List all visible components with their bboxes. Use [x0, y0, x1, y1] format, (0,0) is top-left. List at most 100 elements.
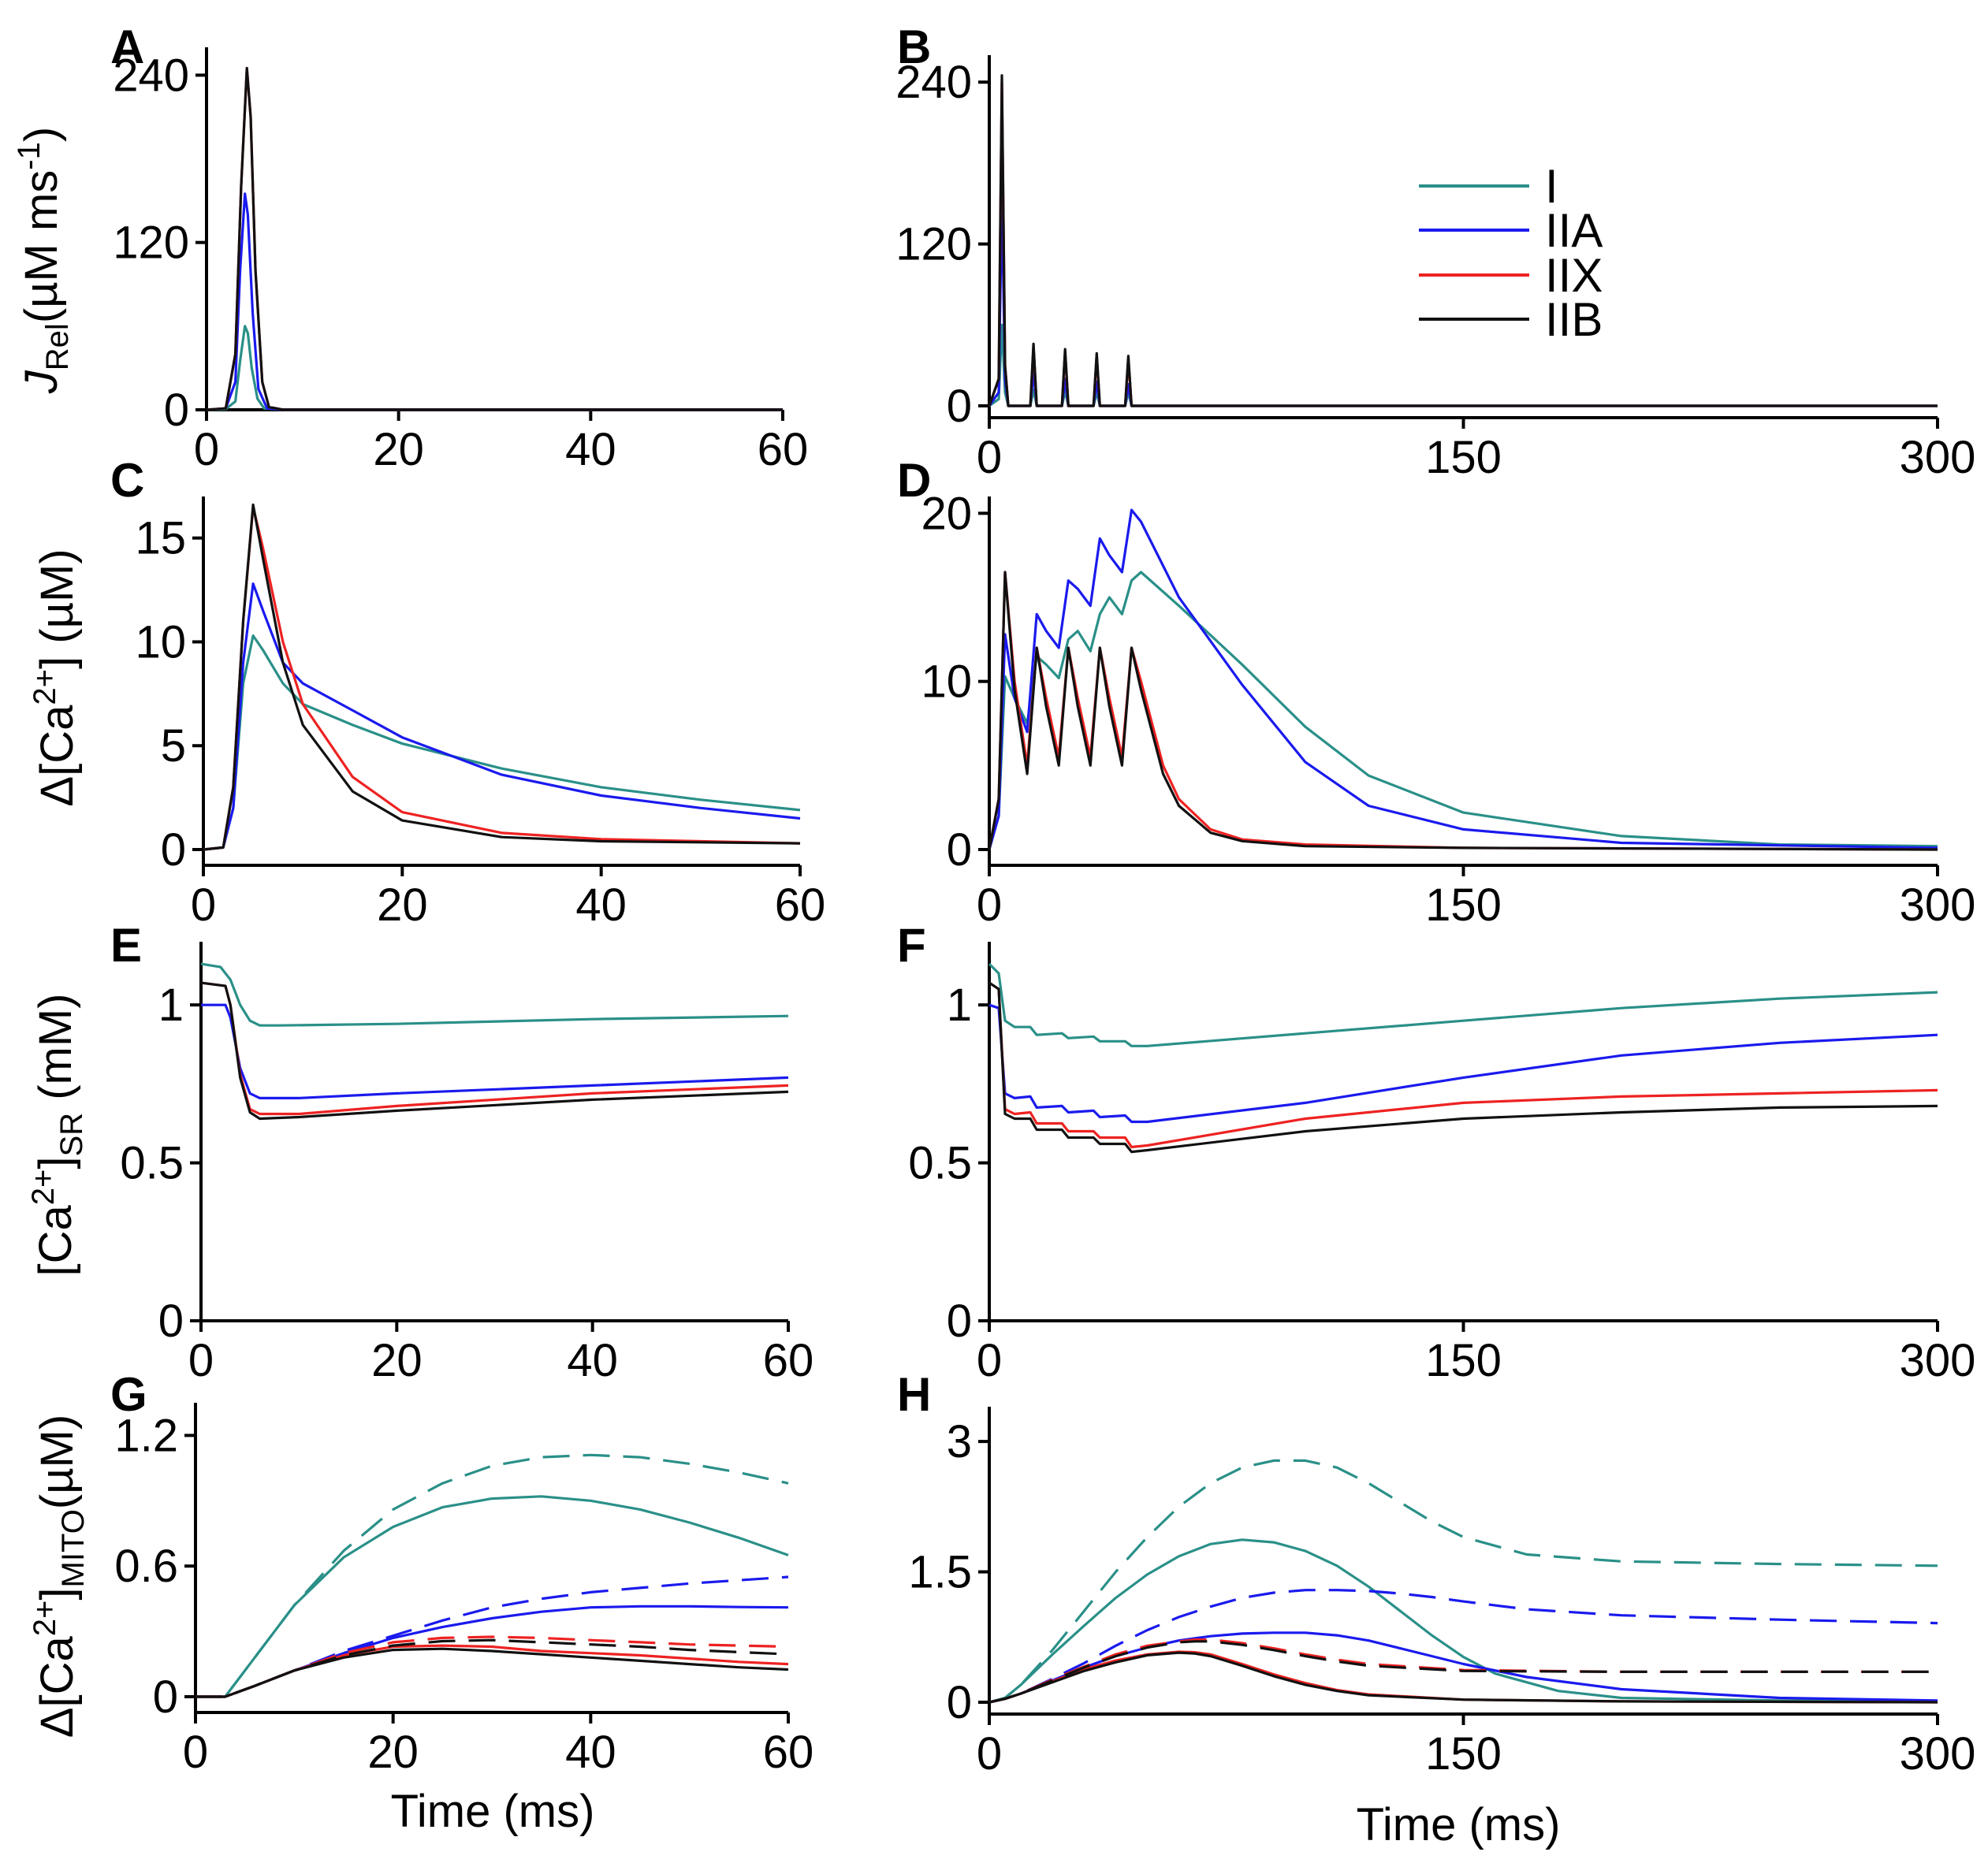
panel-h-series-iia	[988, 1631, 1938, 1704]
panel-f-x-tick-label: 150	[1425, 1335, 1502, 1386]
panel-f-series-i	[988, 962, 1938, 1047]
panel-c: C Δ[Ca2+] (µM) 0 5 10 15 0 20 40 60	[28, 454, 825, 931]
panel-c-y-tick-label: 10	[135, 616, 186, 667]
panel-g-y-axis-title: Δ[Ca2+]MITO(µM)	[28, 1415, 91, 1738]
panel-letter-d: D	[897, 454, 931, 507]
panel-d-plot: 0 10 20 0 150 300	[921, 488, 1975, 931]
legend-label-iix: IIX	[1545, 249, 1603, 302]
panel-e-ylabel-post: ]	[30, 1156, 81, 1169]
panel-a-y-tick-label: 0	[164, 385, 189, 436]
panel-g-x-tick-label: 20	[367, 1727, 419, 1778]
panel-d-x-tick-label: 300	[1900, 879, 1976, 931]
panel-g-plot: 0 0.6 1.2 0 20 40 60	[114, 1403, 813, 1778]
panel-e-x-tick-label: 40	[567, 1335, 618, 1386]
panel-a-ylabel-unit: (µM ms	[16, 170, 67, 323]
panel-g-series-iia-dashed	[195, 1575, 789, 1698]
panel-letter-b: B	[897, 20, 931, 73]
panel-letter-h: H	[897, 1368, 931, 1421]
panel-h-y-tick-label: 3	[947, 1416, 972, 1467]
panel-h-y-tick-label: 1.5	[908, 1547, 972, 1598]
panel-g-ylabel-sup: 2+	[28, 1601, 62, 1637]
panel-c-x-tick-label: 60	[775, 879, 826, 931]
panel-d-x-tick-label: 150	[1425, 879, 1502, 931]
panel-e-plot: 0 0.5 1 0 20 40 60	[120, 942, 813, 1386]
panel-e-x-tick-label: 60	[763, 1335, 814, 1386]
panel-e-series-i	[200, 962, 789, 1027]
panel-a: A JRel(µM ms-1) 0 120 240 0 20 40 60	[12, 20, 808, 475]
panel-a-plot: 0 120 240 0 20 40 60	[113, 47, 808, 475]
panel-e-y-tick-label: 0.5	[120, 1138, 184, 1189]
panel-c-series-iia	[203, 582, 801, 851]
panel-a-series-i	[206, 325, 783, 411]
panel-h-y-tick-label: 0	[947, 1677, 972, 1728]
panel-letter-f: F	[897, 919, 926, 972]
panel-g-ylabel-sub: MITO	[56, 1509, 91, 1587]
panel-h-x-tick-label: 300	[1900, 1728, 1976, 1779]
legend-label-i: I	[1545, 160, 1558, 213]
panel-h-series-i	[988, 1538, 1938, 1704]
panel-e-ylabel-sup: 2+	[26, 1169, 61, 1206]
panel-c-series-iib	[203, 503, 801, 851]
panel-g-ylabel-pre: Δ[Ca	[32, 1635, 83, 1738]
panel-a-y-tick-label: 120	[113, 218, 189, 269]
panel-letter-a: A	[110, 20, 144, 73]
panel-g-x-tick-label: 40	[565, 1727, 616, 1778]
panel-c-y-tick-label: 0	[161, 824, 186, 876]
panel-c-y-tick-label: 15	[135, 513, 186, 564]
panel-a-y-axis-title: JRel(µM ms-1)	[12, 127, 75, 394]
panel-e: E [Ca2+]SR (mM) 0 0.5 1 0 20 40 60	[26, 919, 813, 1386]
panel-letter-e: E	[110, 919, 142, 972]
panel-d-y-tick-label: 20	[921, 488, 972, 539]
panel-h-plot: 0 1.5 3 0 150 300	[908, 1407, 1975, 1779]
panel-e-ylabel-pre: [Ca	[30, 1204, 81, 1276]
panel-g-series-i-dashed	[195, 1453, 789, 1698]
panel-e-y-axis-title: [Ca2+]SR (mM)	[26, 994, 89, 1277]
panel-g-series-iib	[195, 1647, 789, 1698]
panel-a-ylabel-close: )	[16, 127, 67, 142]
panel-b-series-iia	[988, 195, 1938, 407]
panel-a-x-tick-label: 0	[194, 424, 219, 475]
panel-g-ylabel-unit: (µM)	[32, 1415, 83, 1509]
panel-b-x-tick-label: 150	[1425, 432, 1502, 483]
panel-a-x-tick-label: 40	[565, 424, 616, 475]
panel-h-series-i-dashed	[988, 1459, 1938, 1704]
panel-g-y-tick-label: 0	[153, 1671, 178, 1723]
legend-label-iia: IIA	[1545, 204, 1603, 257]
panel-f-y-tick-label: 0	[947, 1296, 972, 1347]
panel-f-plot: 0 0.5 1 0 150 300	[908, 942, 1975, 1386]
panel-c-series-iix	[203, 505, 801, 851]
panel-f-y-tick-label: 0.5	[908, 1138, 972, 1189]
panel-d-series-iix	[988, 571, 1938, 851]
panel-h-series-iia-dashed	[988, 1589, 1938, 1704]
panel-e-ylabel-sub: SR	[54, 1113, 89, 1157]
panel-b-series-iix	[988, 80, 1938, 407]
panel-c-y-tick-label: 5	[161, 720, 186, 772]
panel-g-x-tick-label: 0	[183, 1727, 208, 1778]
panel-g-x-axis-title: Time (ms)	[391, 1786, 595, 1837]
panel-f-x-tick-label: 0	[977, 1335, 1002, 1386]
panel-e-y-tick-label: 1	[158, 980, 184, 1031]
legend-label-iib: IIB	[1545, 293, 1603, 346]
panel-a-y-tick-label: 240	[113, 50, 189, 101]
panel-c-ylabel-sup: 2+	[28, 669, 62, 705]
panel-a-series-iib	[206, 66, 783, 411]
panel-g-y-tick-label: 1.2	[114, 1410, 178, 1461]
panel-c-plot: 0 5 10 15 0 20 40 60	[135, 496, 825, 931]
panel-b-x-tick-label: 0	[977, 432, 1002, 483]
panel-letter-g: G	[110, 1368, 147, 1421]
panel-h: H Time (ms) 0 1.5 3 0 150 300	[897, 1368, 1975, 1850]
panel-g-ylabel-post: ]	[32, 1587, 83, 1600]
panel-g-x-tick-label: 60	[763, 1727, 814, 1778]
panel-g: G Δ[Ca2+]MITO(µM) Time (ms) 0 0.6 1.2 0 20 40…	[28, 1368, 813, 1837]
panel-b-y-tick-label: 120	[895, 219, 972, 270]
panel-c-series-i	[203, 634, 801, 851]
panel-c-x-tick-label: 20	[377, 879, 428, 931]
panel-a-x-tick-label: 60	[758, 424, 809, 475]
panel-f-series-iib	[988, 981, 1938, 1154]
panel-e-series-iia	[201, 1003, 789, 1099]
panel-a-series-iia	[206, 192, 783, 411]
panel-c-ylabel-pre: Δ[Ca	[32, 705, 83, 807]
panel-b-x-tick-label: 300	[1900, 432, 1976, 483]
panel-e-series-iib	[200, 981, 789, 1121]
panel-a-x-tick-label: 20	[373, 424, 424, 475]
